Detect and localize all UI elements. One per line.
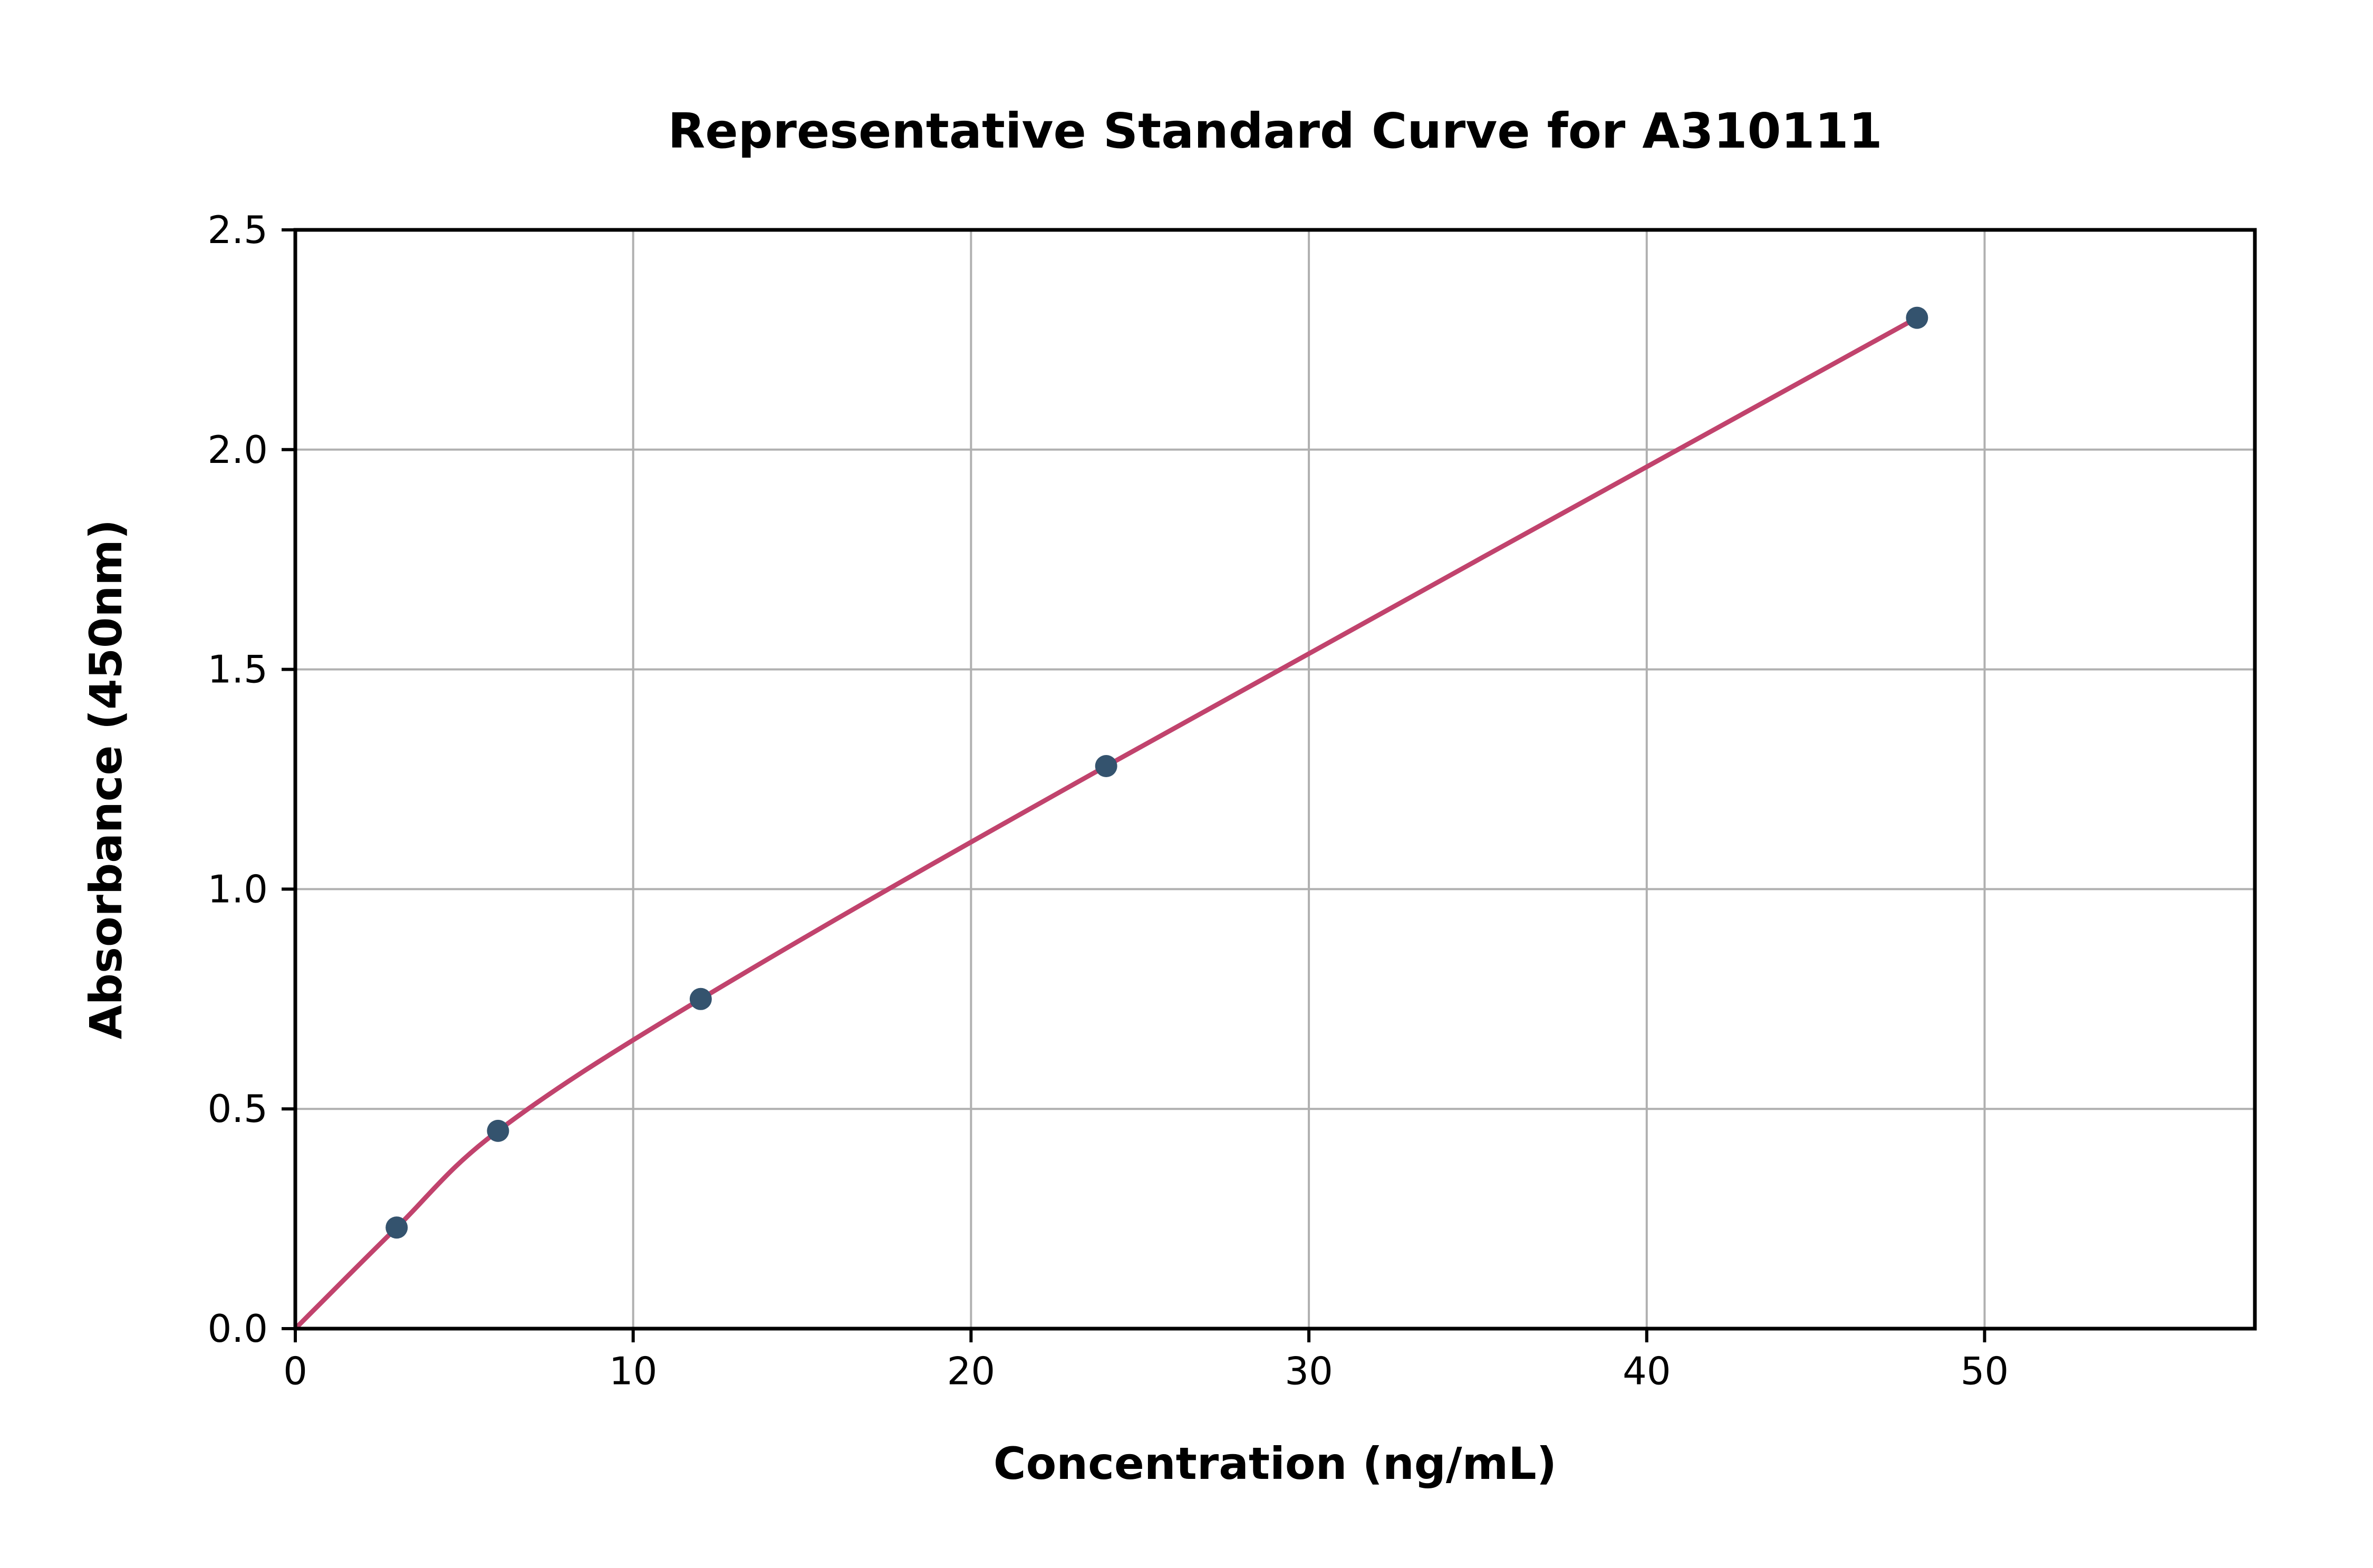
data-point xyxy=(689,988,712,1010)
data-point xyxy=(1906,306,1928,329)
y-tick-label: 2.5 xyxy=(207,208,268,252)
data-point xyxy=(385,1216,408,1239)
y-tick-label: 0.0 xyxy=(207,1306,268,1351)
x-tick-label: 40 xyxy=(1623,1349,1671,1393)
y-tick-label: 1.5 xyxy=(207,647,268,692)
chart-title: Representative Standard Curve for A31011… xyxy=(668,103,1882,159)
plot-area: 0 10 20 30 40 50 0.0 0.5 1.0 1.5 2.0 2.5 xyxy=(207,208,2257,1393)
x-tick-label: 0 xyxy=(283,1349,307,1393)
y-tick-label: 1.0 xyxy=(207,867,268,911)
x-tick-label: 50 xyxy=(1961,1349,2009,1393)
x-axis-label: Concentration (ng/mL) xyxy=(993,1438,1557,1489)
data-point xyxy=(487,1119,509,1142)
plot-border xyxy=(293,228,2257,1331)
y-tick-label: 0.5 xyxy=(207,1087,268,1131)
x-tick-label: 20 xyxy=(947,1349,996,1393)
x-tick-label: 30 xyxy=(1285,1349,1333,1393)
x-tick-label: 10 xyxy=(609,1349,658,1393)
y-tick-label: 2.0 xyxy=(207,428,268,472)
data-point xyxy=(1095,754,1117,777)
fit-curve xyxy=(293,315,1919,1331)
y-axis-label: Absorbance (450nm) xyxy=(80,519,132,1039)
